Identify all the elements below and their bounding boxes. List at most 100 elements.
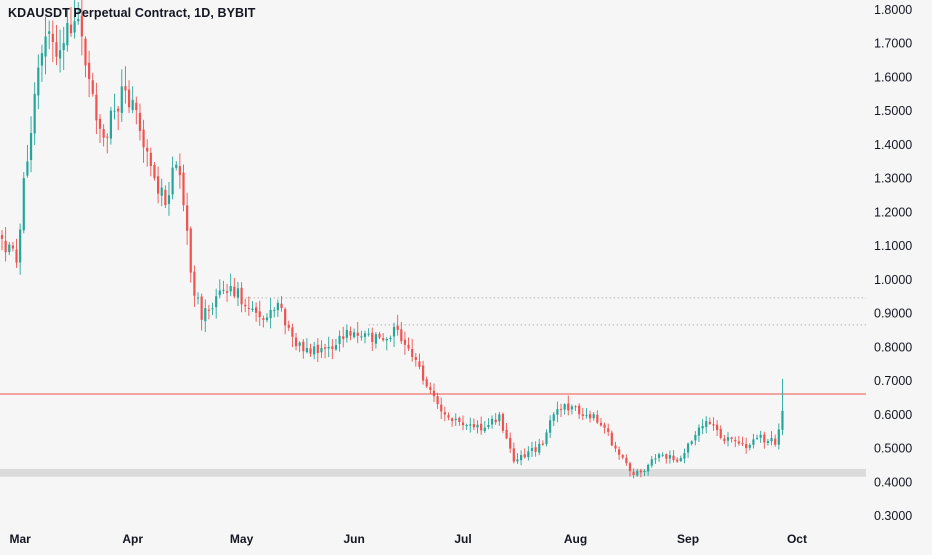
y-axis-tick-label: 1.2000 <box>874 205 912 219</box>
candle-body <box>599 422 603 426</box>
candle-body <box>294 337 298 347</box>
candle-body <box>686 443 690 453</box>
candle-body <box>396 325 399 330</box>
candle-body <box>95 94 98 121</box>
x-axis-tick-label: Apr <box>122 532 143 546</box>
candle-body <box>654 458 657 460</box>
candle-body <box>745 444 748 449</box>
candle-body <box>51 33 54 42</box>
candle-body <box>411 348 414 357</box>
candle-body <box>389 338 392 340</box>
candle-body <box>48 31 51 34</box>
candle-body <box>592 414 595 419</box>
candle-body <box>490 418 494 425</box>
candle-body <box>356 332 359 336</box>
candle-body <box>200 296 203 320</box>
candle-body <box>44 36 47 57</box>
candle-body <box>62 43 65 51</box>
candle-body <box>164 189 167 206</box>
candle-body <box>596 414 599 423</box>
candle-body <box>371 332 374 342</box>
candle-body <box>581 414 584 417</box>
candle-body <box>454 418 457 421</box>
candle-body <box>73 21 76 33</box>
candle-body <box>567 403 570 411</box>
y-axis-tick-label: 0.8000 <box>874 340 912 354</box>
candle-body <box>80 15 83 37</box>
candle-body <box>323 347 327 349</box>
x-axis-tick-label: Jun <box>343 532 364 546</box>
candle-body <box>618 449 621 455</box>
candle-body <box>683 453 686 459</box>
candle-body <box>98 118 102 129</box>
candle-body <box>167 195 171 204</box>
candle-body <box>236 288 240 298</box>
candle-body <box>247 307 250 309</box>
candle-body <box>269 309 272 319</box>
candle-body <box>284 308 287 326</box>
candle-body <box>509 437 512 449</box>
candle-body <box>436 396 439 405</box>
candle-body <box>661 454 664 456</box>
candle-body <box>37 67 40 96</box>
candle-body <box>668 455 672 459</box>
candle-body <box>472 424 475 428</box>
candle-body <box>755 437 759 440</box>
x-axis-tick-label: Aug <box>564 532 587 546</box>
candle-body <box>774 438 777 445</box>
candle-body <box>26 161 29 176</box>
candle-body <box>512 448 515 462</box>
candle-body <box>251 308 254 310</box>
candle-body <box>585 415 588 417</box>
candle-body <box>570 406 574 410</box>
candle-body <box>262 318 265 320</box>
candle-body <box>363 333 367 337</box>
candle-body <box>748 445 751 448</box>
candle-body <box>22 178 25 231</box>
candle-body <box>215 296 218 308</box>
candle-body <box>407 344 410 349</box>
candle-body <box>160 187 163 196</box>
candle-body <box>0 235 4 239</box>
candle-body <box>255 307 258 313</box>
candle-body <box>483 427 486 432</box>
candle-body <box>204 308 207 322</box>
candle-body <box>443 412 446 415</box>
candle-body <box>298 342 301 346</box>
candle-body <box>516 459 519 462</box>
y-axis-tick-label: 0.3000 <box>874 509 912 523</box>
y-axis-tick-label: 1.5000 <box>874 104 912 118</box>
candle-body <box>327 346 330 349</box>
candle-body <box>734 439 737 442</box>
candle-body <box>276 302 279 311</box>
candle-body <box>741 442 744 444</box>
candle-body <box>421 365 425 381</box>
candle-body <box>632 471 635 476</box>
candle-body <box>88 62 91 80</box>
candle-body <box>766 441 770 443</box>
y-axis-tick-label: 0.9000 <box>874 307 912 321</box>
candle-body <box>708 421 711 425</box>
candle-body <box>4 240 7 253</box>
candle-body <box>233 286 236 297</box>
candle-body <box>494 419 497 423</box>
candle-body <box>378 333 381 338</box>
candle-body <box>127 89 131 108</box>
candle-body <box>610 432 613 446</box>
candle-body <box>639 470 642 473</box>
candle-body <box>545 432 548 445</box>
candle-body <box>505 429 508 439</box>
candle-body <box>400 329 403 342</box>
x-axis-tick-label: Mar <box>9 532 31 546</box>
candle-body <box>603 424 606 428</box>
candle-body <box>186 205 189 231</box>
candle-body <box>697 427 701 436</box>
candle-body <box>777 429 780 445</box>
y-axis-tick-label: 0.7000 <box>874 374 912 388</box>
candle-body <box>574 406 577 408</box>
candle-body <box>120 86 123 113</box>
candle-body <box>229 286 232 292</box>
candle-body <box>258 311 261 318</box>
candle-body <box>614 445 617 449</box>
